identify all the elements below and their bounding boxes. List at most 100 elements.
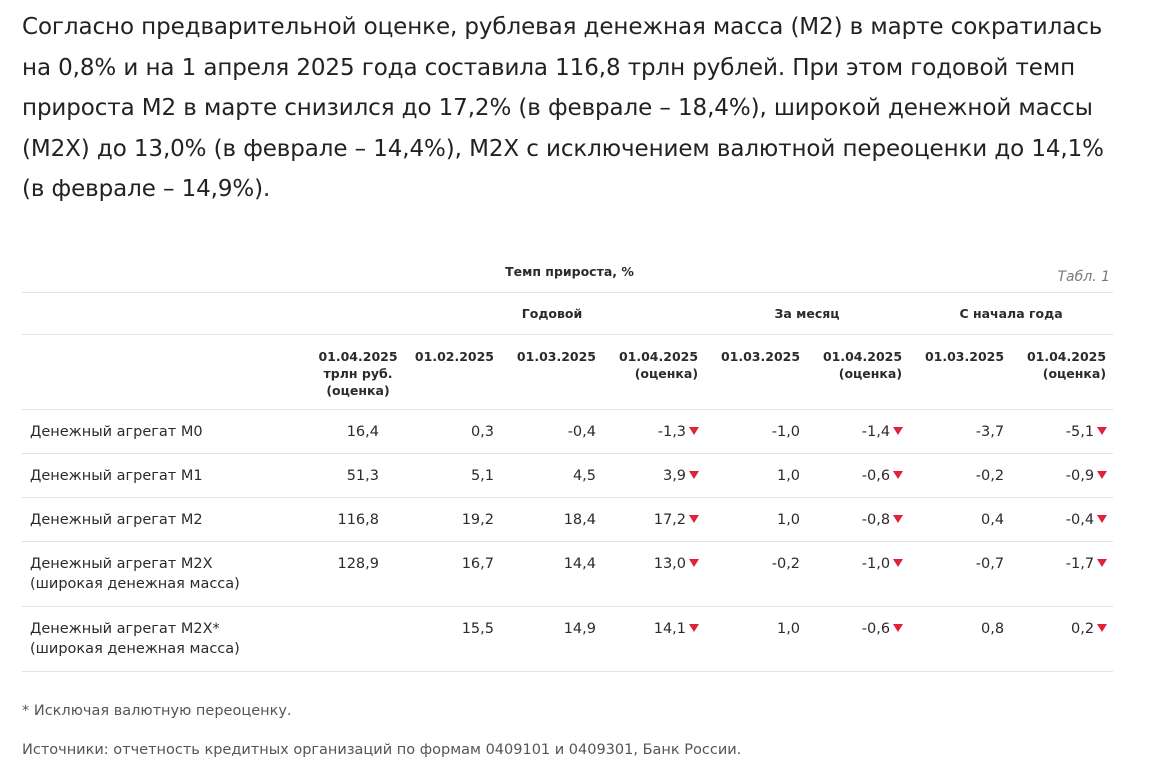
date-header-cell: 01.03.2025	[705, 334, 808, 410]
table-title: Темп прироста, %	[22, 264, 1112, 279]
row-name-line: Денежный агрегат М1	[30, 468, 203, 484]
group-header-annual: Годовой	[399, 292, 706, 335]
value-text: -1,4	[861, 424, 891, 440]
value-cell: -0,2	[909, 453, 1012, 498]
value-cell: 18,4	[501, 497, 603, 542]
value-cell: 4,5	[501, 453, 603, 498]
value-text: -5,1	[1065, 424, 1095, 440]
date-header-line: 01.03.2025	[720, 349, 801, 364]
down-triangle-icon	[689, 471, 700, 479]
down-triangle-icon	[1097, 471, 1108, 479]
down-triangle-icon	[893, 427, 904, 435]
down-triangle-icon	[689, 515, 700, 523]
date-header-line: 01.04.2025	[822, 349, 903, 364]
value-cell: -0,2	[705, 541, 808, 607]
date-header-cell: 01.04.2025 (оценка)	[807, 334, 910, 410]
date-header-cell: 01.04.2025 (оценка)	[1011, 334, 1114, 410]
table-row: Денежный агрегат М2 116,8 19,2 18,4 17,2 1,0 -…	[22, 497, 1114, 542]
row-name: Денежный агрегат М2Х (широкая денежная ма…	[22, 541, 297, 607]
table-row: Денежный агрегат М1 51,3 5,1 4,5 3,9 1,0 -0,6 -…	[22, 453, 1114, 498]
value-text: 128,9	[337, 556, 379, 572]
date-header-line: 01.04.2025	[318, 349, 398, 364]
row-name-line: Денежный агрегат М0	[30, 424, 203, 440]
table-row: Денежный агрегат М2Х (широкая денежная ма…	[22, 541, 1114, 607]
value-text: -0,4	[1065, 512, 1095, 528]
value-text: -0,9	[1065, 468, 1095, 484]
date-header-line: 01.03.2025	[516, 349, 596, 364]
row-name: Денежный агрегат М0	[22, 409, 297, 454]
value-cell: 16,4	[297, 409, 399, 454]
value-cell: -1,0	[807, 541, 910, 607]
date-header-line: (оценка)	[1042, 366, 1107, 381]
value-cell: -0,6	[807, 606, 910, 672]
value-text: -1,7	[1065, 556, 1095, 572]
down-triangle-icon	[1097, 624, 1108, 632]
value-text: 13,0	[653, 556, 687, 572]
value-text: 1,0	[776, 512, 801, 528]
value-cell: 0,3	[399, 409, 501, 454]
down-triangle-icon	[689, 624, 700, 632]
date-header-row: 01.04.2025 трлн руб. (оценка) 01.02.2025 01.…	[22, 334, 1114, 410]
group-header-month: За месяц	[705, 292, 910, 335]
value-text: 51,3	[346, 468, 379, 484]
value-cell: -1,0	[705, 409, 808, 454]
value-cell: 116,8	[297, 497, 399, 542]
down-triangle-icon	[1097, 515, 1108, 523]
value-cell: 14,4	[501, 541, 603, 607]
footnote: * Исключая валютную переоценку.	[22, 703, 292, 719]
sources-note: Источники: отчетность кредитных организа…	[22, 742, 742, 758]
date-header-line: трлн руб.	[323, 366, 393, 381]
value-cell: 16,7	[399, 541, 501, 607]
value-cell: -0,4	[501, 409, 603, 454]
value-text: -1,3	[657, 424, 687, 440]
date-header-cell: 01.03.2025	[909, 334, 1012, 410]
down-triangle-icon	[689, 427, 700, 435]
table-row: Денежный агрегат М0 16,4 0,3 -0,4 -1,3 -1,0 -1…	[22, 409, 1114, 454]
down-triangle-icon	[1097, 427, 1108, 435]
value-cell: 128,9	[297, 541, 399, 607]
date-header-cell: 01.03.2025	[501, 334, 603, 410]
value-cell: 15,5	[399, 606, 501, 672]
down-triangle-icon	[893, 624, 904, 632]
row-name: Денежный агрегат М1	[22, 453, 297, 498]
date-header-line: (оценка)	[634, 366, 699, 381]
row-name: Денежный агрегат М2Х* (широкая денежная м…	[22, 606, 297, 672]
date-header-line: 01.02.2025	[414, 349, 494, 364]
date-header-line: (оценка)	[838, 366, 903, 381]
value-cell: -1,7	[1011, 541, 1114, 607]
value-cell: 0,4	[909, 497, 1012, 542]
value-cell: -3,7	[909, 409, 1012, 454]
value-text: 5,1	[470, 468, 494, 484]
row-name-line: Денежный агрегат М2	[30, 512, 203, 528]
row-name-line: Денежный агрегат М2Х	[30, 556, 213, 572]
down-triangle-icon	[689, 559, 700, 567]
value-cell: -1,3	[603, 409, 706, 454]
value-cell: 14,1	[603, 606, 706, 672]
down-triangle-icon	[893, 471, 904, 479]
value-text: -3,7	[975, 424, 1005, 440]
money-supply-table: Годовой За месяц С начала года 01.04.202…	[22, 292, 1114, 672]
value-cell: -0,8	[807, 497, 910, 542]
value-cell: 0,8	[909, 606, 1012, 672]
value-text: 15,5	[461, 621, 494, 637]
value-cell: -0,4	[1011, 497, 1114, 542]
value-text: 3,9	[662, 468, 687, 484]
table-row: Денежный агрегат М2Х* (широкая денежная м…	[22, 606, 1114, 672]
value-text: 0,3	[470, 424, 494, 440]
value-text: 4,5	[572, 468, 596, 484]
value-cell: 17,2	[603, 497, 706, 542]
value-text: -0,2	[975, 468, 1005, 484]
value-cell: 5,1	[399, 453, 501, 498]
value-text: -0,7	[975, 556, 1005, 572]
value-text: 0,4	[980, 512, 1005, 528]
value-text: -0,4	[567, 424, 596, 440]
value-cell: 51,3	[297, 453, 399, 498]
date-header-line: 01.04.2025	[1026, 349, 1107, 364]
value-text: 14,1	[653, 621, 687, 637]
value-text: 18,4	[563, 512, 596, 528]
value-cell: 19,2	[399, 497, 501, 542]
down-triangle-icon	[893, 559, 904, 567]
date-header-line: (оценка)	[326, 383, 390, 398]
value-text: -1,0	[771, 424, 801, 440]
value-cell: 1,0	[705, 606, 808, 672]
